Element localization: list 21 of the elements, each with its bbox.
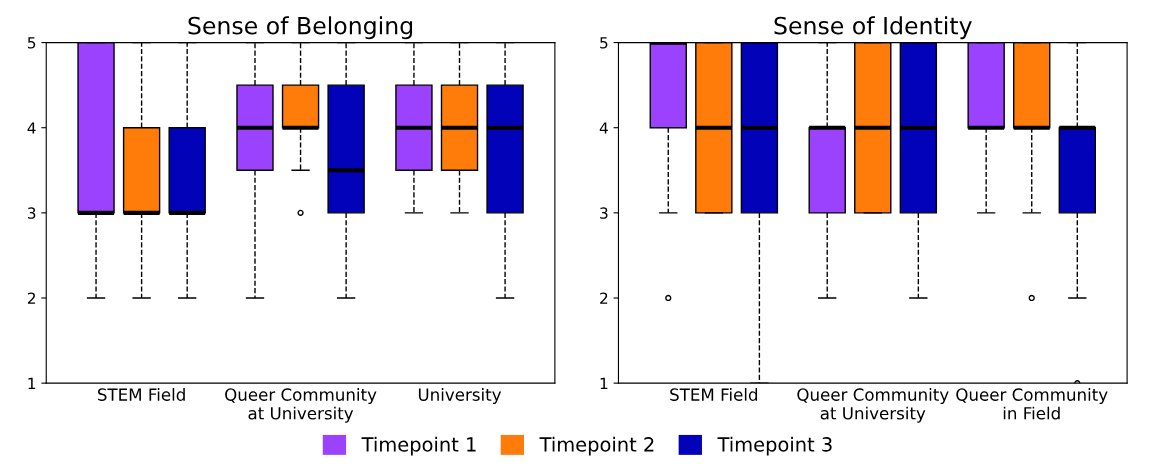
y-tick-label: 3 (600, 207, 608, 219)
y-tick-label: 4 (599, 122, 608, 134)
legend-label: Timepoint 1 (361, 436, 476, 456)
legend-label: Timepoint 2 (539, 436, 654, 456)
x-tick-label: Queer Community at University (797, 387, 949, 423)
y-tick-label: 4 (27, 122, 36, 134)
y-tick-label: 2 (27, 292, 35, 304)
y-tick-label: 2 (600, 292, 608, 304)
legend-label: Timepoint 3 (717, 436, 832, 456)
y-tick-label: 1 (28, 377, 36, 389)
chart-title: Sense of Identity (774, 16, 972, 40)
y-tick-label: 3 (27, 207, 36, 219)
y-tick-label: 1 (600, 377, 608, 389)
y-tick-label: 5 (27, 37, 36, 49)
x-tick-label: STEM Field (97, 387, 185, 401)
x-tick-label: STEM Field (670, 387, 758, 401)
x-tick-label: University (418, 387, 502, 405)
x-tick-label: Queer Community at University (225, 387, 377, 423)
y-tick-label: 5 (600, 37, 608, 49)
chart-title: Sense of Belonging (188, 16, 413, 40)
x-tick-label: Queer Community in Field (956, 387, 1108, 420)
